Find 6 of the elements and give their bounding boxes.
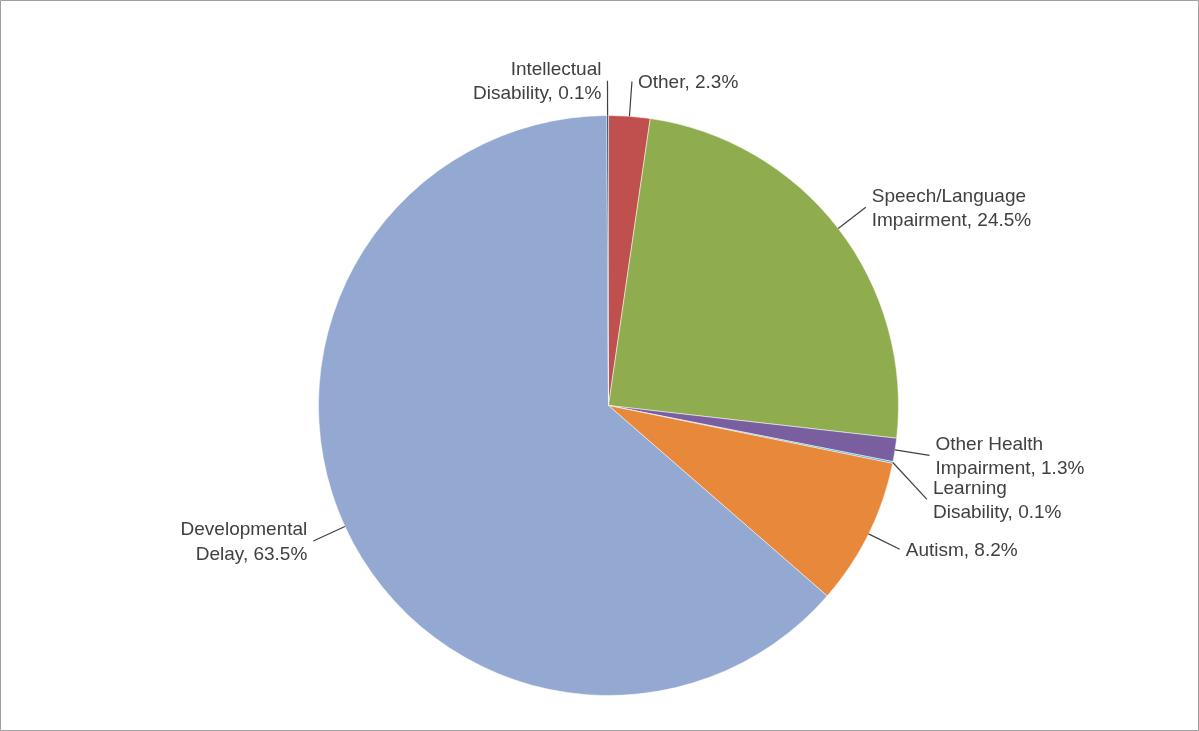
slice-label: Other Health Impairment, 1.3% <box>935 432 1085 478</box>
slice-label: Intellectual Disability, 0.1% <box>473 58 602 104</box>
slice-label: Other, 2.3% <box>637 71 739 93</box>
slice-label: Speech/Language Impairment, 24.5% <box>871 184 1032 230</box>
slice-label: Autism, 8.2% <box>905 538 1018 560</box>
slice-label: Developmental Delay, 63.5% <box>180 518 308 564</box>
